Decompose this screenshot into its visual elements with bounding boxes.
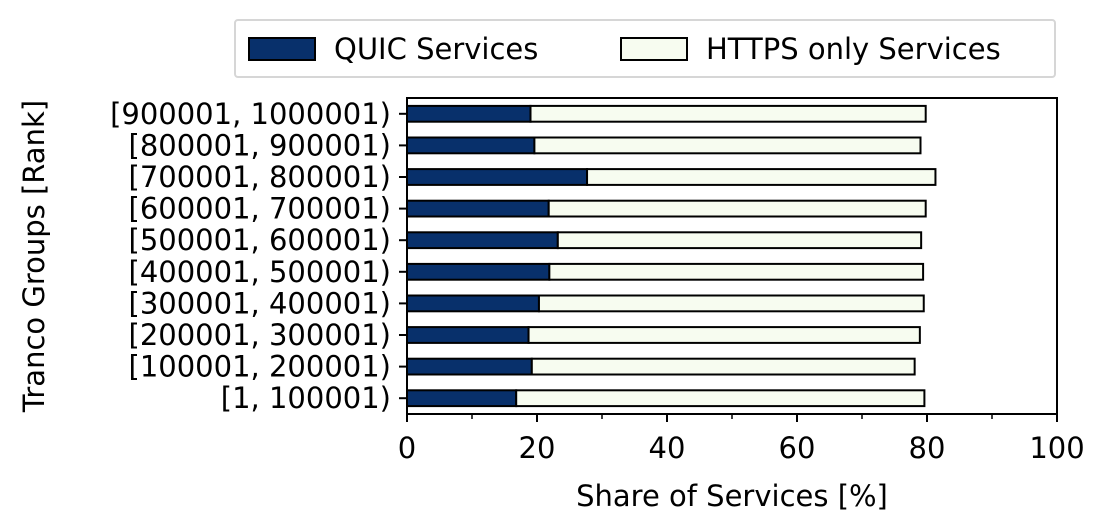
y-tick-label: [900001, 1000001)	[110, 97, 391, 131]
y-tick-label: [400001, 500001)	[129, 255, 391, 289]
legend-swatch-quic	[248, 36, 316, 61]
x-tick-label: 60	[779, 431, 816, 465]
bar-https-9	[529, 104, 927, 123]
x-tick-label: 40	[649, 431, 686, 465]
y-tick-label: [300001, 400001)	[129, 286, 391, 320]
bar-quic-5	[406, 231, 559, 250]
x-tick-label: 80	[909, 431, 946, 465]
bar-https-3	[537, 294, 925, 313]
bar-https-8	[533, 136, 922, 155]
bar-quic-9	[406, 104, 532, 123]
bar-https-5	[556, 231, 923, 250]
y-tick-label: [600001, 700001)	[129, 192, 391, 226]
bar-quic-4	[406, 262, 551, 281]
x-tick-label: 20	[519, 431, 556, 465]
legend: QUIC Services HTTPS only Services	[234, 19, 1056, 78]
bar-https-2	[527, 326, 921, 344]
y-axis-label: Tranco Groups [Rank]	[17, 100, 51, 413]
legend-item-https: HTTPS only Services	[620, 21, 1001, 76]
bar-quic-6	[406, 199, 550, 218]
y-tick-label: [800001, 900001)	[129, 128, 391, 162]
bar-https-7	[586, 168, 937, 186]
bar-quic-2	[406, 326, 530, 344]
bar-quic-1	[406, 357, 533, 376]
x-axis-label: Share of Services [%]	[576, 479, 888, 513]
bars-group	[406, 104, 937, 408]
y-tick-label: [1, 100001)	[221, 381, 391, 415]
bar-quic-7	[406, 168, 589, 186]
bar-https-6	[547, 199, 927, 218]
x-axis-ticks: 0 20 40 60 80 100	[398, 414, 1085, 465]
bar-https-1	[530, 357, 916, 376]
y-tick-label: [200001, 300001)	[129, 318, 391, 352]
y-tick-label: [100001, 200001)	[129, 350, 391, 384]
legend-label-https: HTTPS only Services	[706, 31, 1001, 66]
bar-quic-8	[406, 136, 536, 155]
legend-label-quic: QUIC Services	[334, 31, 539, 66]
y-axis-ticks: [1, 100001)[100001, 200001)[200001, 3000…	[110, 97, 407, 415]
legend-swatch-https	[620, 36, 688, 61]
bar-quic-0	[406, 389, 518, 408]
legend-item-quic: QUIC Services	[248, 21, 538, 76]
y-tick-label: [500001, 600001)	[129, 223, 391, 257]
y-tick-label: [700001, 800001)	[129, 160, 391, 194]
x-tick-label: 0	[398, 431, 416, 465]
bar-https-0	[515, 389, 926, 408]
bar-quic-3	[406, 294, 540, 313]
x-tick-label: 100	[1029, 431, 1084, 465]
bar-https-4	[548, 262, 925, 281]
